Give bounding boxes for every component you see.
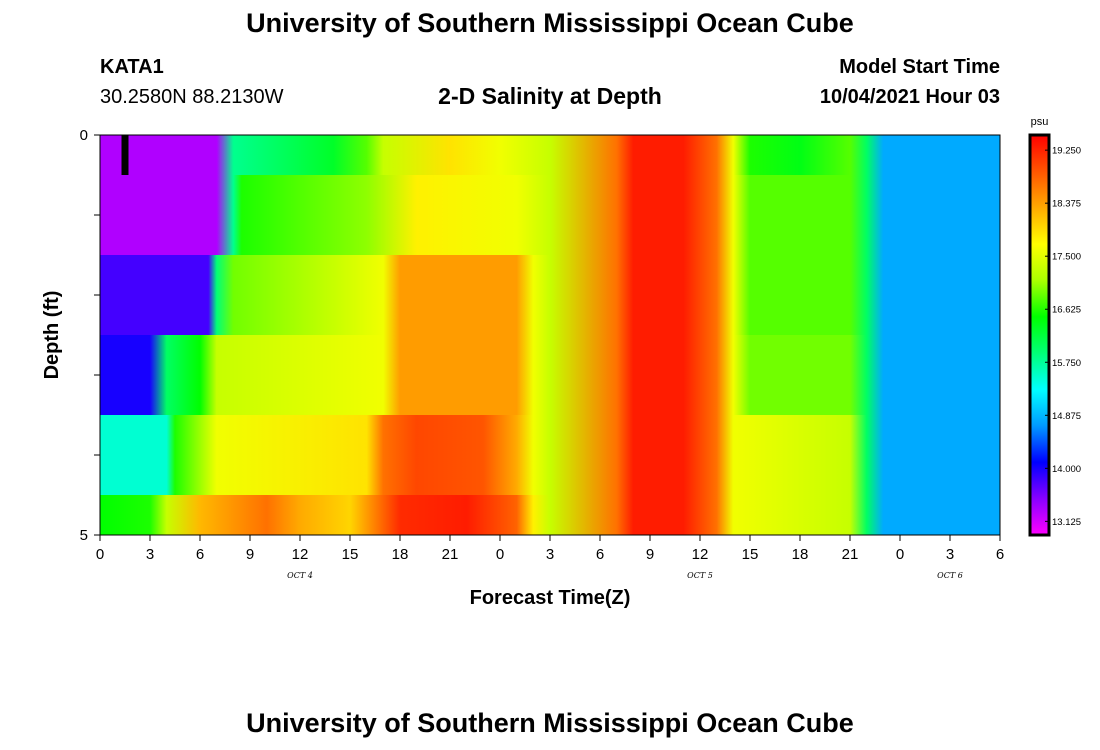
x-tick-label: 0	[896, 546, 904, 563]
chart-subtitle: 2-D Salinity at Depth	[438, 83, 662, 109]
x-tick-label: 6	[196, 546, 204, 563]
date-label: OCT 6	[937, 571, 963, 580]
heatmap-cells	[100, 135, 1000, 535]
x-tick-label: 0	[96, 546, 104, 563]
x-tick-label: 15	[742, 546, 759, 563]
x-tick-label: 0	[496, 546, 504, 563]
heatmap-row	[100, 175, 1000, 255]
x-tick-label: 9	[246, 546, 254, 563]
date-label: OCT 4	[287, 571, 313, 580]
station-coordinates: 30.2580N 88.2130W	[100, 86, 284, 108]
date-label: OCT 5	[687, 571, 713, 580]
x-tick-label: 9	[646, 546, 654, 563]
x-tick-label: 21	[442, 546, 459, 563]
x-tick-label: 15	[342, 546, 359, 563]
y-axis-label: Depth (ft)	[41, 291, 63, 380]
footer-title: University of Southern Mississippi Ocean…	[246, 708, 854, 738]
colorbar-tick-label: 13.125	[1052, 517, 1081, 528]
model-start-value: 10/04/2021 Hour 03	[819, 86, 1000, 108]
x-tick-label: 3	[946, 546, 954, 563]
colorbar-tick-label: 17.500	[1052, 252, 1081, 263]
x-tick-label: 12	[292, 546, 309, 563]
colorbar-gradient	[1028, 133, 1051, 537]
x-tick-label: 3	[546, 546, 554, 563]
x-axis: 0 3 6 9 12 15 18 21 0 3 6 9 12 15 18 21 0 3 6 OCT 4 OCT 5 OCT…	[96, 535, 1004, 580]
start-time-marker	[121, 135, 129, 175]
colorbar-tick-label: 19.250	[1052, 146, 1081, 157]
colorbar-tick-label: 14.000	[1052, 464, 1081, 475]
colorbar-tick-label: 14.875	[1052, 411, 1081, 422]
x-tick-label: 18	[392, 546, 409, 563]
x-axis-label: Forecast Time(Z)	[470, 587, 631, 609]
heatmap-row	[100, 255, 1000, 335]
heatmap-row	[100, 335, 1000, 415]
x-tick-label: 18	[792, 546, 809, 563]
model-start-label: Model Start Time	[839, 56, 1000, 78]
heatmap-row	[100, 135, 1000, 175]
colorbar-tick-label: 16.625	[1052, 305, 1081, 316]
colorbar: psu 19.250 18.375 17.500 16.625 15.750 14.875 1…	[1028, 116, 1081, 537]
x-tick-label: 6	[996, 546, 1004, 563]
x-tick-label: 3	[146, 546, 154, 563]
x-tick-label: 6	[596, 546, 604, 563]
station-id: KATA1	[100, 56, 164, 78]
y-axis: 05	[80, 127, 100, 544]
chart-title: University of Southern Mississippi Ocean…	[246, 8, 854, 38]
colorbar-unit: psu	[1031, 116, 1049, 128]
colorbar-tick-label: 18.375	[1052, 199, 1081, 210]
y-tick-label: 5	[80, 527, 88, 544]
x-tick-label: 12	[692, 546, 709, 563]
y-tick-label: 0	[80, 127, 88, 144]
colorbar-tick-label: 15.750	[1052, 358, 1081, 369]
heatmap-row	[100, 495, 1000, 535]
x-tick-label: 21	[842, 546, 859, 563]
